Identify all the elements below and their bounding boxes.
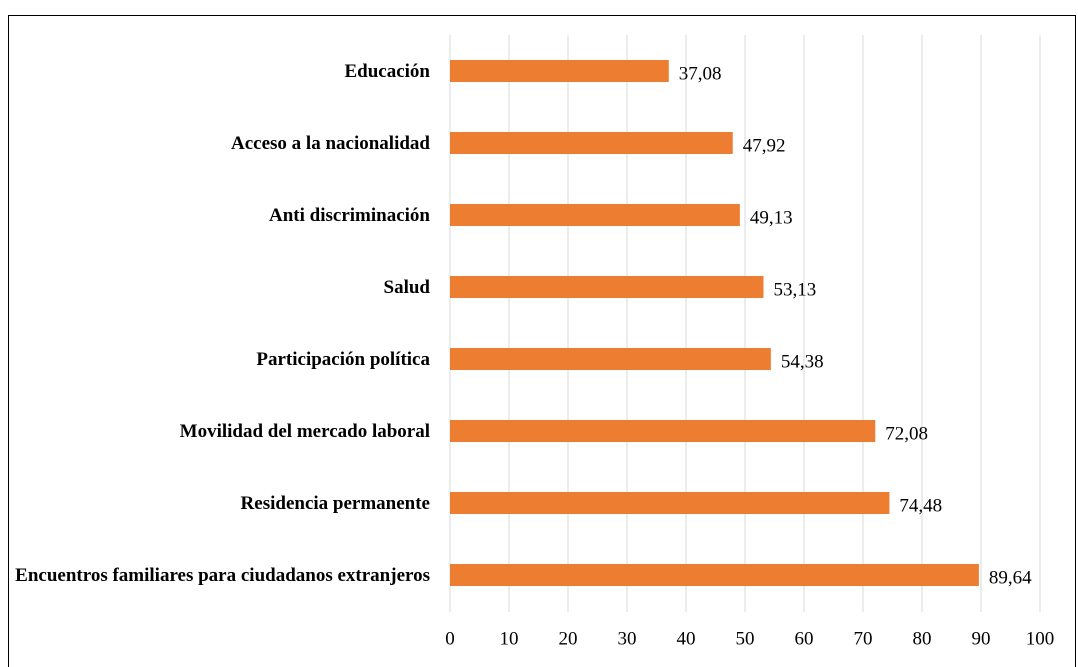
value-label: 89,64 — [989, 567, 1032, 588]
category-label-wrap: Encuentros familiares para ciudadanos ex… — [15, 545, 430, 605]
category-label-wrap: Educación — [344, 41, 430, 101]
category-label-wrap: Acceso a la nacionalidad — [231, 113, 430, 173]
y-tick-label: Acceso a la nacionalidad — [231, 132, 430, 154]
chart-frame — [8, 15, 1076, 667]
value-label: 72,08 — [885, 423, 928, 444]
bar — [450, 564, 979, 586]
y-tick-label: Anti discriminación — [269, 204, 430, 226]
category-label-wrap: Anti discriminación — [269, 185, 430, 245]
x-tick-label: 0 — [445, 628, 455, 649]
category-label-wrap: Residencia permanente — [241, 473, 430, 533]
category-label-wrap: Participación política — [256, 329, 430, 389]
x-tick-label: 30 — [618, 628, 637, 649]
value-label: 53,13 — [773, 279, 816, 300]
y-tick-label: Encuentros familiares para ciudadanos ex… — [15, 564, 430, 586]
value-label: 74,48 — [899, 495, 942, 516]
bar — [450, 276, 764, 298]
category-label-wrap: Movilidad del mercado laboral — [180, 401, 430, 461]
x-tick-label: 90 — [972, 628, 991, 649]
bar — [450, 492, 890, 514]
x-tick-label: 80 — [913, 628, 932, 649]
bar — [450, 204, 740, 226]
y-tick-label: Participación política — [256, 348, 430, 370]
x-tick-label: 100 — [1026, 628, 1055, 649]
value-label: 47,92 — [743, 135, 786, 156]
bar — [450, 60, 669, 82]
y-tick-label: Educación — [344, 60, 430, 82]
x-tick-label: 70 — [854, 628, 873, 649]
x-tick-label: 10 — [500, 628, 519, 649]
value-label: 54,38 — [781, 351, 824, 372]
x-tick-label: 40 — [677, 628, 696, 649]
y-tick-label: Residencia permanente — [240, 492, 430, 514]
bar — [450, 420, 876, 442]
bar — [450, 348, 771, 370]
y-tick-label: Salud — [383, 276, 430, 298]
bar — [450, 132, 733, 154]
category-label-wrap: Salud — [384, 257, 430, 317]
value-label: 49,13 — [750, 207, 793, 228]
x-tick-label: 60 — [795, 628, 814, 649]
x-tick-label: 50 — [736, 628, 755, 649]
value-label: 37,08 — [679, 63, 722, 84]
x-tick-label: 20 — [559, 628, 578, 649]
y-tick-label: Movilidad del mercado laboral — [179, 420, 430, 442]
